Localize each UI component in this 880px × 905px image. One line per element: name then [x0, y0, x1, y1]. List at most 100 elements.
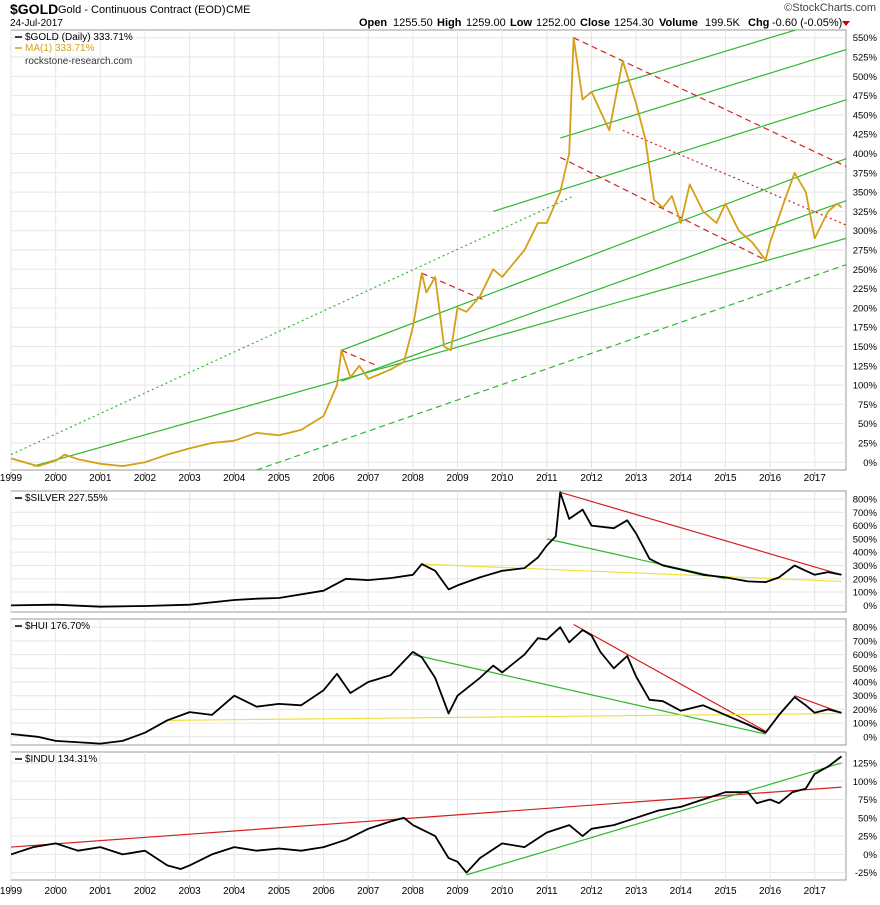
y-tick-label: 500%: [853, 534, 878, 545]
panel-frame: [10, 490, 847, 613]
y-tick-label: 100%: [853, 719, 878, 730]
green-trendline: [341, 157, 846, 351]
x-tick-label: 2010: [491, 473, 514, 484]
brand-label: ©StockCharts.com: [784, 2, 876, 14]
y-tick-label: 175%: [853, 323, 878, 334]
red-trendline: [11, 786, 842, 848]
x-tick-label: 2002: [134, 886, 157, 897]
panel-indu: -25% 0% 25% 50% 75% 100% 125% $INDU 134.31%: [10, 751, 878, 881]
watermark-text: rockstone-research.com: [25, 56, 132, 67]
price-series-line: [11, 36, 843, 467]
chart-panels: 0% 25% 50% 75% 100% 125% 150% 175% 200% 225% 250% 2…: [10, 29, 878, 881]
x-tick-label: 2009: [446, 473, 469, 484]
x-tick-label: 2015: [714, 886, 737, 897]
green-trendline: [591, 30, 798, 93]
y-tick-label: 0%: [863, 601, 877, 612]
x-tick-label: 2014: [670, 886, 693, 897]
green-trendline: [412, 654, 766, 735]
x-tick-label: 2014: [670, 473, 693, 484]
green-trendline: [493, 99, 846, 212]
volume-label: Volume: [659, 17, 698, 29]
chart-date: 24-Jul-2017: [10, 18, 63, 29]
y-tick-label: 75%: [858, 400, 878, 411]
x-tick-label: 2008: [402, 886, 425, 897]
trendlines: [11, 762, 842, 876]
x-tick-label: 2017: [804, 886, 827, 897]
x-axis-2: 1999 2000 2001 2002 2003 2004 2005 2006 2007 2008…: [0, 885, 826, 897]
red-trendline: [421, 272, 485, 301]
y-tick-label: 125%: [853, 758, 878, 769]
red-trendline: [559, 156, 766, 261]
high-label: High: [437, 17, 462, 29]
y-tick-label: 600%: [853, 650, 878, 661]
y-tick-label: 400%: [853, 149, 878, 160]
x-tick-label: 2005: [268, 886, 291, 897]
y-tick-label: 525%: [853, 53, 878, 64]
x-tick-label: 2012: [580, 886, 603, 897]
panel-legend: $HUI 176.70%: [15, 621, 90, 632]
y-tick-label: 0%: [863, 732, 877, 743]
y-tick-label: 200%: [853, 574, 878, 585]
y-tick-label: 300%: [853, 691, 878, 702]
y-tick-label: 600%: [853, 521, 878, 532]
y-tick-label: 700%: [853, 636, 878, 647]
y-tick-label: 425%: [853, 130, 878, 141]
y-tick-label: -25%: [855, 868, 878, 879]
y-tick-label: 500%: [853, 664, 878, 675]
y-tick-label: 550%: [853, 33, 878, 44]
y-tick-label: 200%: [853, 705, 878, 716]
y-tick-label: 150%: [853, 342, 878, 353]
green-trendline: [256, 264, 846, 470]
x-tick-label: 2017: [804, 473, 827, 484]
low-value: 1252.00: [536, 17, 576, 29]
y-tick-label: 400%: [853, 548, 878, 559]
y-tick-label: 100%: [853, 777, 878, 788]
y-tick-label: 450%: [853, 110, 878, 121]
price-series-line: [11, 491, 842, 608]
green-trendline: [466, 762, 842, 876]
trendlines: [167, 623, 842, 735]
green-trendline: [341, 200, 846, 382]
panel-legend: $SILVER 227.55%: [15, 493, 108, 504]
x-tick-label: 2002: [134, 473, 157, 484]
ohlc-readout: Open 1255.50 High 1259.00 Low 1252.00 Cl…: [359, 17, 850, 29]
x-tick-label: 2000: [45, 473, 68, 484]
y-tick-label: 100%: [853, 588, 878, 599]
red-trendline: [573, 623, 766, 732]
chg-label: Chg: [748, 17, 769, 29]
panel-legend: $GOLD (Daily) 333.71%MA(1) 333.71% rockst…: [15, 32, 133, 67]
y-tick-label: 75%: [858, 795, 878, 806]
y-tick-label: 225%: [853, 284, 878, 295]
x-tick-label: 2004: [223, 886, 246, 897]
y-tick-label: 275%: [853, 246, 878, 257]
x-tick-label: 2016: [759, 886, 782, 897]
green-trendline: [11, 195, 574, 456]
x-axis-1: 1999 2000 2001 2002 2003 2004 2005 2006 2007 2008…: [0, 472, 826, 484]
y-tick-label: 0%: [863, 850, 877, 861]
x-tick-label: 2004: [223, 473, 246, 484]
panel-silver: 0% 100% 200% 300% 400% 500% 600% 700% 800% $SILVE…: [10, 490, 878, 613]
legend-label: $GOLD (Daily) 333.71%: [25, 32, 133, 43]
y-tick-label: 475%: [853, 91, 878, 102]
y-tick-label: 25%: [858, 438, 878, 449]
panel-legend: $INDU 134.31%: [15, 754, 97, 765]
x-tick-label: 2007: [357, 886, 380, 897]
panel-hui: 0% 100% 200% 300% 400% 500% 600% 700% 800% $HUI 1…: [10, 618, 878, 746]
x-tick-label: 2006: [312, 886, 335, 897]
x-tick-label: 2008: [402, 473, 425, 484]
low-label: Low: [510, 17, 532, 29]
x-tick-label: 2003: [178, 473, 201, 484]
price-series-line: [11, 626, 842, 745]
red-trendline: [341, 349, 378, 367]
yellow-trendline: [167, 712, 842, 721]
x-tick-label: 2006: [312, 473, 335, 484]
y-tick-label: 700%: [853, 508, 878, 519]
y-tick-label: 375%: [853, 168, 878, 179]
y-tick-label: 300%: [853, 561, 878, 572]
y-tick-label: 250%: [853, 265, 878, 276]
x-tick-label: 1999: [0, 886, 23, 897]
x-tick-label: 2013: [625, 886, 648, 897]
x-tick-label: 2001: [89, 473, 112, 484]
